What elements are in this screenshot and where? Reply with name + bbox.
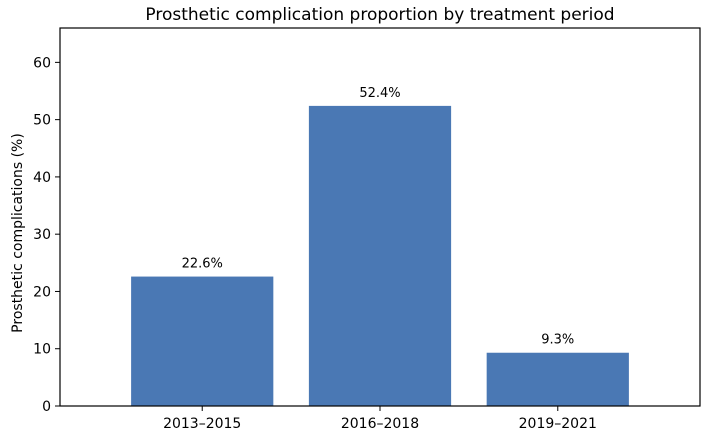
x-tick-label-3: 2019–2021 (519, 416, 597, 432)
data-labels-group: 22.6% 52.4% 9.3% (182, 86, 575, 348)
data-label-3: 9.3% (541, 333, 574, 348)
chart-title: Prosthetic complication proportion by tr… (145, 5, 614, 25)
y-tick-label-20: 20 (33, 284, 51, 300)
y-axis: 0 10 20 30 40 50 60 (33, 55, 60, 415)
y-tick-label-0: 0 (42, 399, 51, 415)
y-tick-label-30: 30 (33, 227, 51, 243)
data-label-2: 52.4% (359, 86, 400, 101)
bar-3 (486, 352, 629, 406)
y-tick-label-60: 60 (33, 55, 51, 71)
plot-frame (59, 27, 701, 407)
y-tick-label-10: 10 (33, 342, 51, 358)
x-axis: 2013–2015 2016–2018 2019–2021 (163, 406, 597, 432)
bars-group (131, 105, 629, 407)
data-label-1: 22.6% (182, 257, 223, 272)
x-tick-label-1: 2013–2015 (163, 416, 241, 432)
x-tick-label-2: 2016–2018 (341, 416, 419, 432)
y-tick-label-50: 50 (33, 113, 51, 129)
y-tick-label-40: 40 (33, 170, 51, 186)
y-axis-label: Prosthetic complications (%) (10, 133, 26, 333)
bar-1 (131, 276, 274, 406)
bar-2 (308, 105, 452, 407)
